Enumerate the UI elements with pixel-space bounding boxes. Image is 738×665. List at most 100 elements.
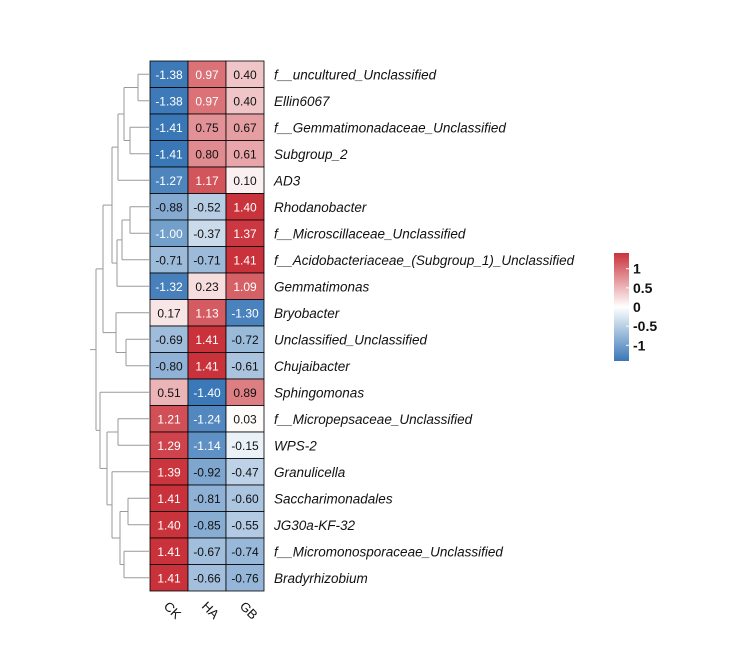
heatmap-cell xyxy=(187,166,227,194)
cell-value-label: -0.67 xyxy=(193,545,221,559)
heatmap-cell xyxy=(149,219,189,247)
cell-value-label: -1.41 xyxy=(155,121,183,135)
legend-tick-label: 1 xyxy=(633,261,641,277)
legend-tick-label: 0 xyxy=(633,299,641,315)
cell-value-label: -0.69 xyxy=(155,333,183,347)
heatmap-cell xyxy=(187,378,227,406)
cell-value-label: 1.41 xyxy=(195,333,219,347)
cell-value-label: -0.85 xyxy=(193,518,221,532)
heatmap-cell xyxy=(149,193,189,221)
cell-value-label: -0.81 xyxy=(193,492,221,506)
heatmap-cell xyxy=(225,458,265,486)
row-label: f__Micromonosporaceae_Unclassified xyxy=(274,544,503,559)
cell-value-label: 0.89 xyxy=(233,386,257,400)
heatmap-cell xyxy=(187,246,227,274)
row-label: Chujaibacter xyxy=(274,359,350,374)
heatmap-cell xyxy=(149,431,189,459)
heatmap-cell xyxy=(187,352,227,380)
row-label: Bryobacter xyxy=(274,306,340,321)
cell-value-label: -0.15 xyxy=(231,439,259,453)
row-label: f__Microscillaceae_Unclassified xyxy=(274,226,466,241)
heatmap-cell xyxy=(225,193,265,221)
heatmap-cell xyxy=(225,219,265,247)
heatmap-cell xyxy=(187,484,227,512)
cell-value-label: 1.09 xyxy=(233,280,257,294)
row-label: Rhodanobacter xyxy=(274,200,367,215)
heatmap-cell xyxy=(225,299,265,327)
cell-value-label: -0.76 xyxy=(231,571,259,585)
heatmap-cell xyxy=(225,484,265,512)
heatmap-cell xyxy=(225,87,265,115)
row-labels: f__uncultured_Unclassified Ellin6067 f__Ge… xyxy=(273,67,575,586)
row-label: WPS-2 xyxy=(274,438,317,453)
cell-value-label: -0.47 xyxy=(231,465,259,479)
heatmap-cells: -1.38 0.97 0.40 -1.38 0.97 0.40 -1.41 0.75 0.67 -… xyxy=(149,60,265,592)
heatmap-cell xyxy=(225,378,265,406)
legend-tick-label: -1 xyxy=(633,337,646,353)
row-label: JG30a-KF-32 xyxy=(273,518,356,533)
heatmap-cell xyxy=(187,219,227,247)
row-label: Granulicella xyxy=(274,465,346,480)
heatmap-cell xyxy=(187,272,227,300)
cell-value-label: -0.52 xyxy=(193,200,221,214)
legend-tick-label: 0.5 xyxy=(633,280,653,296)
heatmap-cell xyxy=(149,564,189,592)
cell-value-label: -1.30 xyxy=(231,306,259,320)
row-label: Bradyrhizobium xyxy=(274,571,368,586)
cell-value-label: 0.40 xyxy=(233,68,257,82)
cell-value-label: 0.67 xyxy=(233,121,257,135)
cell-value-label: 1.41 xyxy=(157,492,181,506)
heatmap-cell xyxy=(149,405,189,433)
cell-value-label: 0.10 xyxy=(233,174,257,188)
cell-value-label: 0.17 xyxy=(157,306,181,320)
heatmap-cell xyxy=(225,325,265,353)
cell-value-label: -1.27 xyxy=(155,174,183,188)
cell-value-label: 1.17 xyxy=(195,174,219,188)
heatmap-cell xyxy=(149,484,189,512)
legend-color-bar xyxy=(614,253,629,361)
cell-value-label: -1.14 xyxy=(193,439,221,453)
legend-tick-label: -0.5 xyxy=(633,318,657,334)
cell-value-label: 0.75 xyxy=(195,121,219,135)
row-label: f__Acidobacteriaceae_(Subgroup_1)_Unclas… xyxy=(274,253,575,268)
cell-value-label: 1.41 xyxy=(233,253,257,267)
cell-value-label: -1.40 xyxy=(193,386,221,400)
cell-value-label: -0.72 xyxy=(231,333,259,347)
heatmap-cell xyxy=(187,60,227,88)
heatmap-cell xyxy=(225,352,265,380)
heatmap-cell xyxy=(187,299,227,327)
cell-value-label: -0.92 xyxy=(193,465,221,479)
cell-value-label: -1.24 xyxy=(193,412,221,426)
heatmap-cell xyxy=(225,166,265,194)
row-dendrogram xyxy=(90,73,149,579)
cell-value-label: -0.88 xyxy=(155,200,183,214)
column-label: HA xyxy=(199,599,223,623)
heatmap-cell xyxy=(225,511,265,539)
heatmap-cell xyxy=(149,299,189,327)
cell-value-label: -0.74 xyxy=(231,545,259,559)
cell-value-label: 1.41 xyxy=(157,545,181,559)
heatmap-cell xyxy=(187,405,227,433)
color-legend: 1 0.5 0 -0.5 -1 xyxy=(614,253,657,361)
cell-value-label: 1.41 xyxy=(195,359,219,373)
cell-value-label: -1.38 xyxy=(155,68,183,82)
heatmap-cell xyxy=(149,458,189,486)
cell-value-label: -1.38 xyxy=(155,94,183,108)
cell-value-label: 0.97 xyxy=(195,68,219,82)
heatmap-cell xyxy=(187,87,227,115)
row-label: Gemmatimonas xyxy=(274,279,370,294)
row-label: f__uncultured_Unclassified xyxy=(274,67,437,82)
cell-value-label: -1.32 xyxy=(155,280,183,294)
row-label: Saccharimonadales xyxy=(274,491,393,506)
cell-value-label: 1.41 xyxy=(157,571,181,585)
cell-value-label: 0.40 xyxy=(233,94,257,108)
cell-value-label: -0.55 xyxy=(231,518,259,532)
column-labels: CK HA GB xyxy=(161,599,261,623)
heatmap-cell xyxy=(225,113,265,141)
heatmap-cell xyxy=(225,246,265,274)
heatmap-cell xyxy=(225,140,265,168)
heatmap-cell xyxy=(187,537,227,565)
cell-value-label: 0.03 xyxy=(233,412,257,426)
cell-value-label: 0.80 xyxy=(195,147,219,161)
